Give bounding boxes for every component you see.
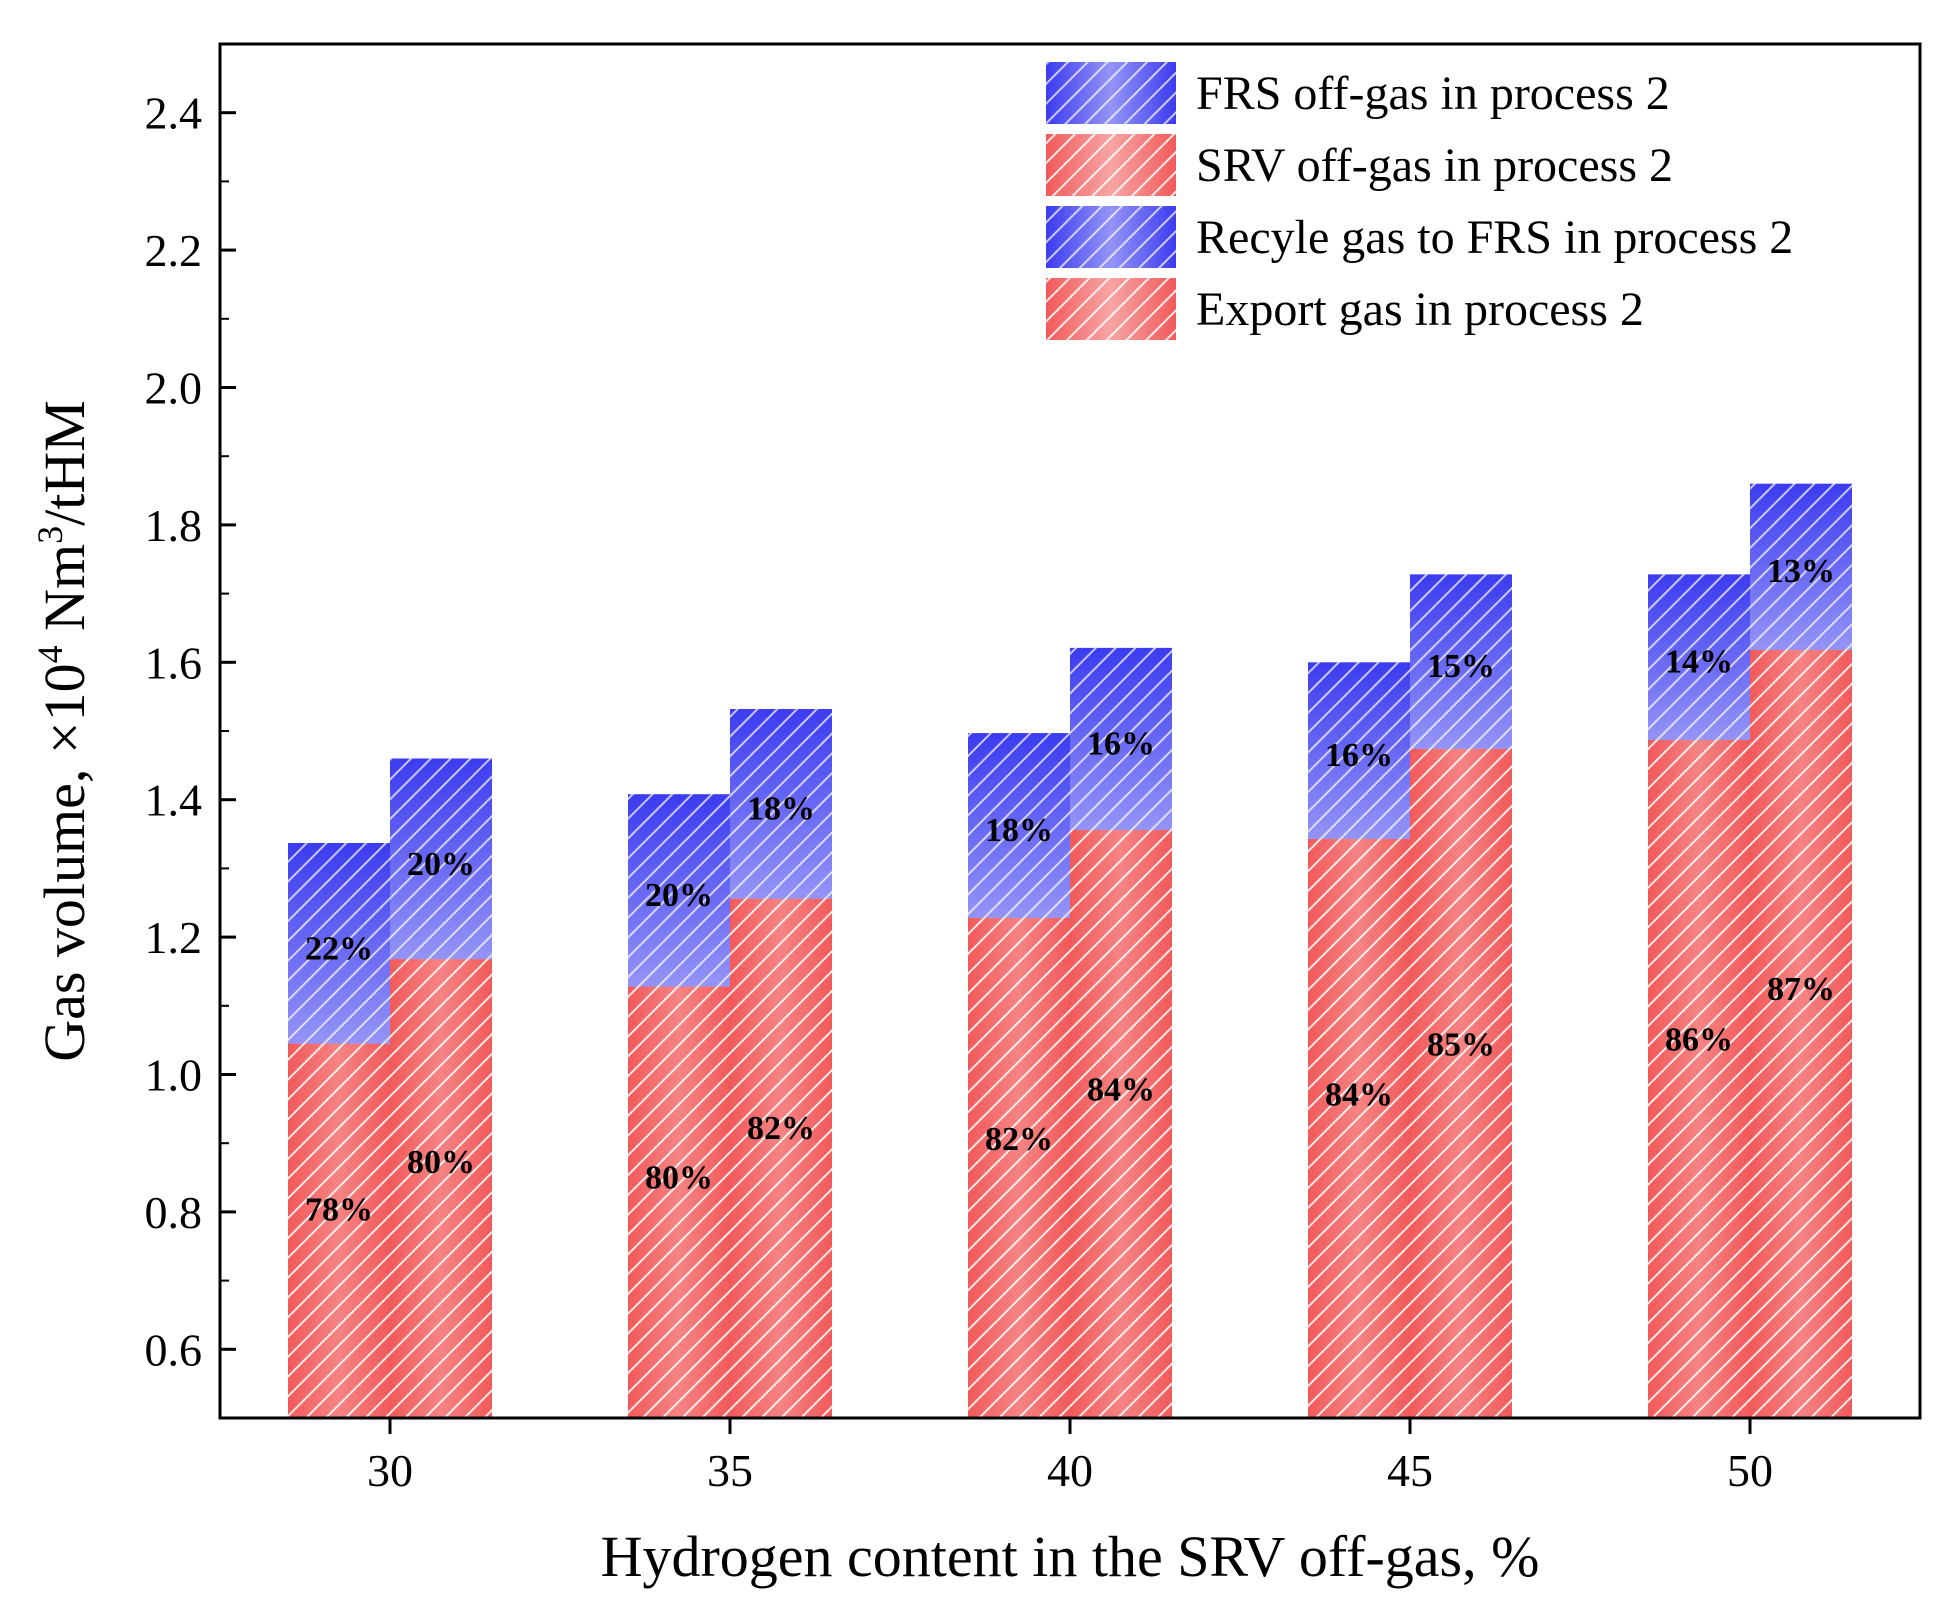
- bar-label-top: 13%: [1767, 553, 1835, 590]
- y-tick-label: 1.2: [145, 912, 203, 963]
- y-axis-title-exp-1: 4: [30, 645, 70, 663]
- bar-shade: [1750, 649, 1852, 1418]
- bar-shade: [730, 898, 832, 1418]
- legend-swatch-shade: [1046, 62, 1176, 124]
- bar-shade: [968, 733, 1070, 918]
- y-tick-label: 1.6: [145, 637, 203, 688]
- bar-label-top: 18%: [985, 812, 1053, 849]
- bar-label-bottom: 80%: [407, 1144, 475, 1181]
- bar-shade: [1308, 838, 1410, 1418]
- bar-label-bottom: 86%: [1665, 1021, 1733, 1058]
- bar-shade: [390, 959, 492, 1418]
- bar-shade: [628, 794, 730, 987]
- bar-shade: [1750, 483, 1852, 650]
- bar-shade: [730, 709, 832, 899]
- x-tick-label: 50: [1727, 1445, 1773, 1496]
- y-tick-label: 1.4: [145, 775, 203, 826]
- y-tick-label: 0.8: [145, 1187, 203, 1238]
- legend-swatch-shade: [1046, 206, 1176, 268]
- bar-label-bottom: 84%: [1087, 1072, 1155, 1109]
- bar-shade: [1070, 829, 1172, 1418]
- y-tick-label: 2.4: [145, 88, 203, 139]
- bar-shade: [1308, 662, 1410, 839]
- x-axis: 30 35 40 45 50: [367, 1418, 1773, 1496]
- bar-shade: [1410, 748, 1512, 1418]
- legend-label: SRV off-gas in process 2: [1196, 139, 1673, 192]
- y-axis-title-prefix: Gas volume, ×10: [32, 663, 97, 1061]
- bar-label-top: 15%: [1427, 648, 1495, 685]
- bar-label-top: 22%: [305, 930, 373, 967]
- bar-label-top: 20%: [407, 846, 475, 883]
- bars-layer: [288, 483, 1852, 1418]
- bar-label-bottom: 85%: [1427, 1026, 1495, 1063]
- y-tick-label: 2.2: [145, 225, 203, 276]
- bar-label-bottom: 78%: [305, 1191, 373, 1228]
- y-axis-title: Gas volume, ×104 Nm3/tHM: [30, 400, 97, 1062]
- legend-label: Export gas in process 2: [1196, 283, 1644, 336]
- x-tick-label: 45: [1387, 1445, 1433, 1496]
- legend-swatch-shade: [1046, 134, 1176, 196]
- bar-label-top: 14%: [1665, 643, 1733, 680]
- x-tick-label: 35: [707, 1445, 753, 1496]
- legend-swatch-shade: [1046, 278, 1176, 340]
- bar-shade: [968, 917, 1070, 1418]
- bar-shade: [390, 758, 492, 960]
- bar-label-bottom: 84%: [1325, 1077, 1393, 1114]
- bar-shade: [1648, 739, 1750, 1418]
- legend-label: Recyle gas to FRS in process 2: [1196, 211, 1793, 264]
- bar-shade: [288, 842, 390, 1044]
- y-axis: 0.6 0.8 1.0 1.2 1.4 1.6 1.8 2.0 2.2 2.4: [145, 43, 236, 1419]
- bar-label-bottom: 82%: [747, 1110, 815, 1147]
- bar-label-top: 16%: [1325, 737, 1393, 774]
- bar-shade: [1410, 574, 1512, 749]
- y-tick-label: 1.0: [145, 1050, 203, 1101]
- bar-label-top: 16%: [1087, 726, 1155, 763]
- y-axis-title-mid: Nm: [32, 544, 97, 646]
- y-axis-title-suffix: /tHM: [32, 400, 97, 526]
- bar-shade: [1070, 647, 1172, 830]
- y-tick-label: 0.6: [145, 1324, 203, 1375]
- bar-shade: [288, 1043, 390, 1418]
- x-tick-label: 30: [367, 1445, 413, 1496]
- x-axis-title: Hydrogen content in the SRV off-gas, %: [601, 1524, 1540, 1589]
- bar-label-top: 18%: [747, 791, 815, 828]
- bar-labels-layer: 78% 22% 80% 20% 80% 20% 82% 18% 82% 18% 84% 16% 84% 1…: [305, 553, 1835, 1228]
- legend: FRS off-gas in process 2 SRV off-gas in p…: [1046, 62, 1793, 340]
- bar-label-bottom: 82%: [985, 1121, 1053, 1158]
- bar-label-bottom: 87%: [1767, 971, 1835, 1008]
- bar-shade: [628, 986, 730, 1418]
- bar-label-top: 20%: [645, 877, 713, 914]
- y-axis-title-exp-2: 3: [30, 526, 70, 544]
- y-tick-label: 2.0: [145, 363, 203, 414]
- x-tick-label: 40: [1047, 1445, 1093, 1496]
- bar-shade: [1648, 574, 1750, 740]
- y-tick-label: 1.8: [145, 500, 203, 551]
- bar-label-bottom: 80%: [645, 1159, 713, 1196]
- legend-label: FRS off-gas in process 2: [1196, 67, 1670, 120]
